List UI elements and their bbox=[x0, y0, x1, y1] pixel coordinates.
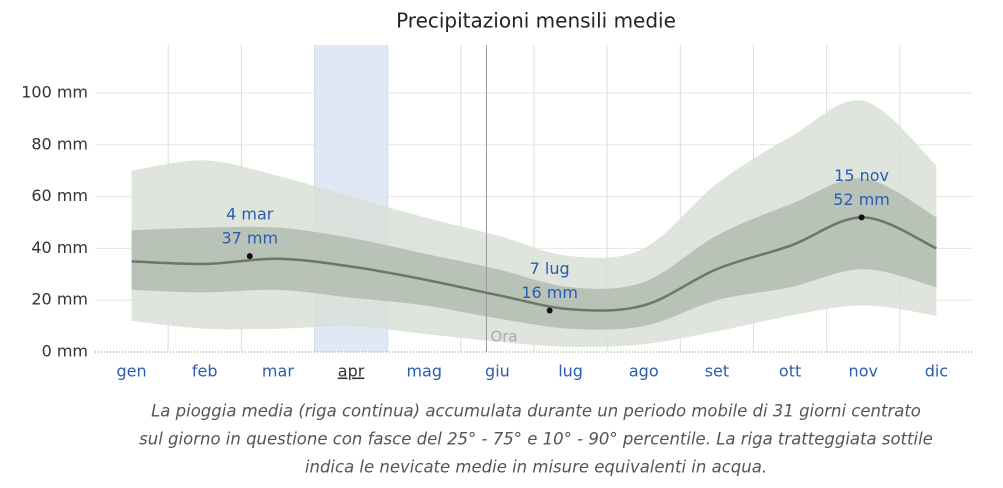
caption-line: La pioggia media (riga continua) accumul… bbox=[151, 402, 921, 421]
annotation-value: 52 mm bbox=[833, 190, 890, 209]
annotation-date: 7 lug bbox=[530, 259, 570, 278]
median-line bbox=[131, 216, 937, 312]
annotation-dot bbox=[246, 253, 253, 260]
x-tick-label: gen bbox=[117, 362, 147, 381]
x-tick-label: ott bbox=[779, 362, 801, 381]
x-tick-label: mag bbox=[406, 362, 442, 381]
annotation-dot bbox=[546, 307, 553, 314]
x-tick-label: apr bbox=[338, 362, 365, 381]
y-tick-label: 60 mm bbox=[31, 186, 88, 205]
annotation-date: 4 mar bbox=[226, 205, 274, 224]
caption-line: sul giorno in questione con fasce del 25… bbox=[139, 430, 933, 449]
y-tick-label: 40 mm bbox=[31, 238, 88, 257]
y-tick-label: 20 mm bbox=[31, 290, 88, 309]
annotation-date: 15 nov bbox=[834, 166, 889, 185]
caption-line: indica le nevicate medie in misure equiv… bbox=[305, 458, 767, 477]
y-tick-label: 80 mm bbox=[31, 134, 88, 153]
x-tick-label: giu bbox=[485, 362, 510, 381]
x-tick-label: mar bbox=[262, 362, 294, 381]
annotation-value: 37 mm bbox=[221, 229, 278, 248]
x-tick-label: nov bbox=[849, 362, 878, 381]
x-tick-label: feb bbox=[192, 362, 218, 381]
x-tick-label: set bbox=[705, 362, 729, 381]
x-tick-label: dic bbox=[925, 362, 948, 381]
chart-title: Precipitazioni mensili medie bbox=[396, 9, 676, 33]
y-tick-label: 100 mm bbox=[21, 83, 88, 102]
x-tick-label: lug bbox=[558, 362, 583, 381]
percentile-band bbox=[131, 178, 937, 330]
annotation-value: 16 mm bbox=[521, 283, 578, 302]
y-tick-label: 0 mm bbox=[42, 342, 88, 361]
x-tick-label: ago bbox=[629, 362, 659, 381]
now-label: Ora bbox=[490, 328, 517, 346]
annotation-dot bbox=[858, 214, 865, 221]
